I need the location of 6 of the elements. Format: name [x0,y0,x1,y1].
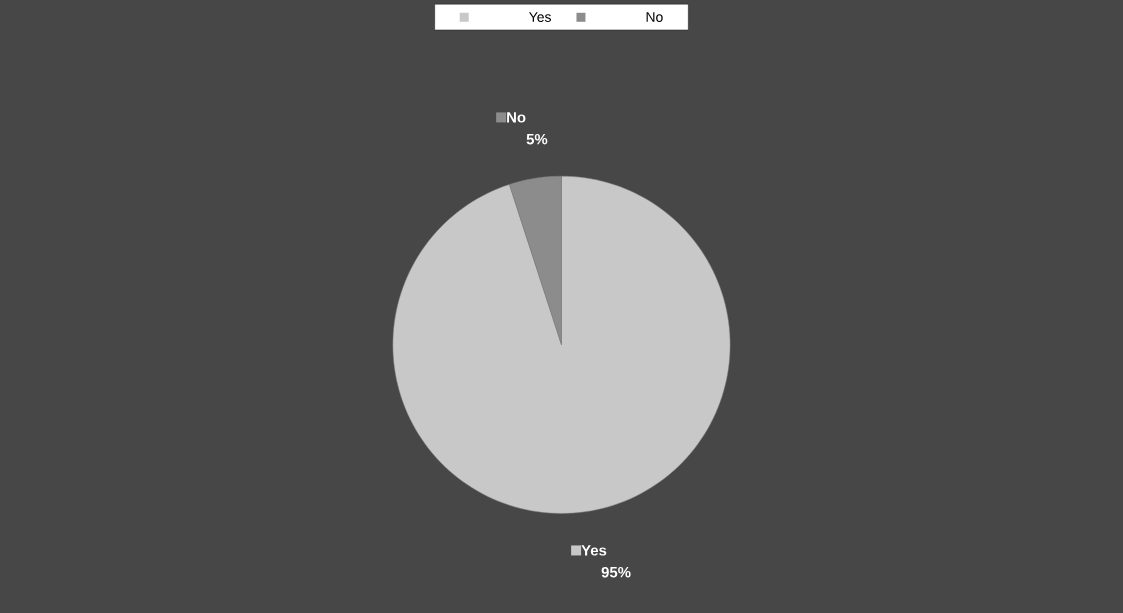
data-label: 5% [526,133,548,145]
category-label: Yes [529,12,551,22]
legend-label: No [507,112,526,123]
category-label: No [646,12,663,22]
data-label: 95% [601,566,631,578]
legend-label: Yes [581,545,607,556]
